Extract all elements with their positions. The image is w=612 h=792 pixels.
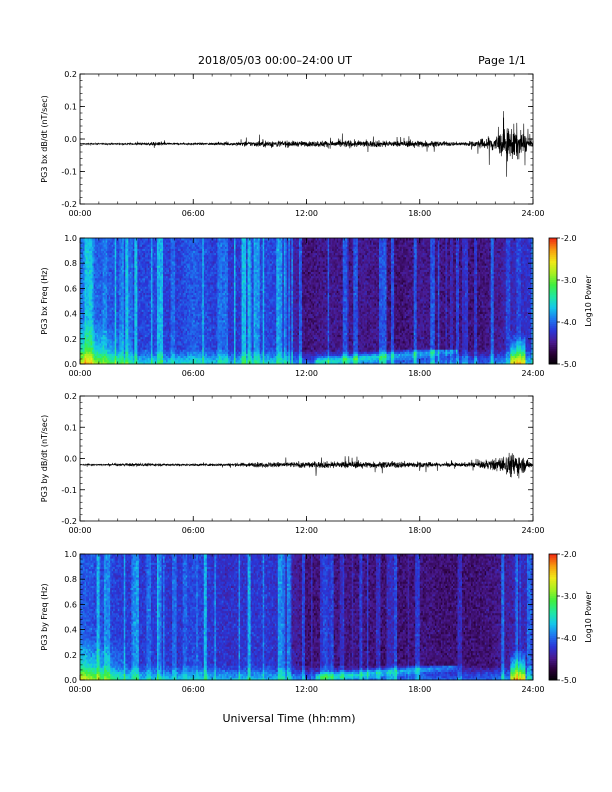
x-tick-label: 24:00 — [521, 685, 544, 694]
bx-spectrogram-panel: -2.0 -3.0 -4.0 -5.0 Log10 Power 00:00 06:00 12:… — [40, 234, 593, 378]
y-tick-label: 0.0 — [64, 135, 77, 144]
colorbar-label: Log10 Power — [584, 275, 593, 327]
x-tick-label: 06:00 — [182, 209, 205, 218]
x-tick-label: 24:00 — [521, 209, 544, 218]
y-tick-label: -0.2 — [61, 517, 77, 526]
colorbar-tick-label: -5.0 — [561, 360, 577, 369]
x-tick-label: 00:00 — [68, 526, 91, 535]
y-tick-label: 1.0 — [64, 550, 77, 559]
x-tick-label: 24:00 — [521, 526, 544, 535]
x-tick-label: 12:00 — [295, 685, 318, 694]
y-tick-label: 0.8 — [64, 259, 77, 268]
by-spectrogram-panel: -2.0 -3.0 -4.0 -5.0 Log10 Power 00:00 06:00 12:… — [40, 550, 593, 694]
colorbar-tick-label: -2.0 — [561, 550, 577, 559]
colorbar: -2.0 -3.0 -4.0 -5.0 Log10 Power — [549, 550, 593, 685]
page-indicator: Page 1/1 — [478, 54, 526, 67]
y-tick-label: 0.4 — [64, 626, 77, 635]
y-axis-label: PG3 bx dB/dt (nT/sec) — [40, 95, 49, 182]
x-tick-label: 00:00 — [68, 369, 91, 378]
y-tick-label: 1.0 — [64, 234, 77, 243]
x-axis-title: Universal Time (hh:mm) — [223, 712, 356, 725]
y-tick-label: -0.1 — [61, 168, 77, 177]
y-tick-label: 0.2 — [64, 651, 77, 660]
y-tick-label: 0.2 — [64, 335, 77, 344]
colorbar: -2.0 -3.0 -4.0 -5.0 Log10 Power — [549, 234, 593, 369]
y-tick-label: 0.2 — [64, 392, 77, 401]
x-tick-label: 18:00 — [408, 526, 431, 535]
x-tick-label: 12:00 — [295, 369, 318, 378]
colorbar-tick-label: -5.0 — [561, 676, 577, 685]
x-tick-label: 12:00 — [295, 209, 318, 218]
x-tick-label: 12:00 — [295, 526, 318, 535]
x-tick-label: 06:00 — [182, 526, 205, 535]
colorbar-label: Log10 Power — [584, 591, 593, 643]
x-tick-label: 24:00 — [521, 369, 544, 378]
colorbar-tick-label: -2.0 — [561, 234, 577, 243]
x-tick-label: 18:00 — [408, 685, 431, 694]
y-tick-label: 0.1 — [64, 103, 77, 112]
colorbar-tick-label: -4.0 — [561, 634, 577, 643]
y-axis-label: PG3 by dB/dt (nT/sec) — [40, 415, 49, 502]
y-axis-label: PG3 bx Freq (Hz) — [40, 267, 49, 334]
colorbar-tick-label: -3.0 — [561, 592, 577, 601]
bx-waveform-panel: 00:00 06:00 12:00 18:00 24:00 -0.2 -0.1 0.0 0.1 0… — [40, 70, 545, 218]
y-tick-label: 0.0 — [64, 455, 77, 464]
y-tick-label: -0.1 — [61, 486, 77, 495]
figure-title: 2018/05/03 00:00–24:00 UT — [198, 54, 352, 67]
spectrogram-cells — [80, 238, 533, 364]
y-tick-label: -0.2 — [61, 200, 77, 209]
x-tick-label: 06:00 — [182, 369, 205, 378]
plot-frame — [80, 74, 533, 204]
waveform-trace — [80, 111, 533, 177]
colorbar-tick-label: -3.0 — [561, 276, 577, 285]
y-axis-label: PG3 by Freq (Hz) — [40, 583, 49, 650]
x-tick-label: 18:00 — [408, 209, 431, 218]
by-waveform-panel: 00:00 06:00 12:00 18:00 24:00 -0.2 -0.1 0.0 0.1 0… — [40, 392, 545, 535]
colorbar-tick-label: -4.0 — [561, 318, 577, 327]
plot-frame — [80, 396, 533, 521]
y-tick-label: 0.0 — [64, 360, 77, 369]
x-tick-label: 06:00 — [182, 685, 205, 694]
y-tick-label: 0.4 — [64, 310, 77, 319]
spectrogram-cells — [80, 554, 533, 680]
x-tick-label: 18:00 — [408, 369, 431, 378]
waveform-trace — [80, 453, 533, 478]
y-tick-label: 0.2 — [64, 70, 77, 79]
y-tick-label: 0.6 — [64, 600, 77, 609]
y-tick-label: 0.0 — [64, 676, 77, 685]
x-tick-label: 00:00 — [68, 685, 91, 694]
y-tick-label: 0.1 — [64, 423, 77, 432]
x-tick-label: 00:00 — [68, 209, 91, 218]
y-tick-label: 0.8 — [64, 575, 77, 584]
y-tick-label: 0.6 — [64, 284, 77, 293]
